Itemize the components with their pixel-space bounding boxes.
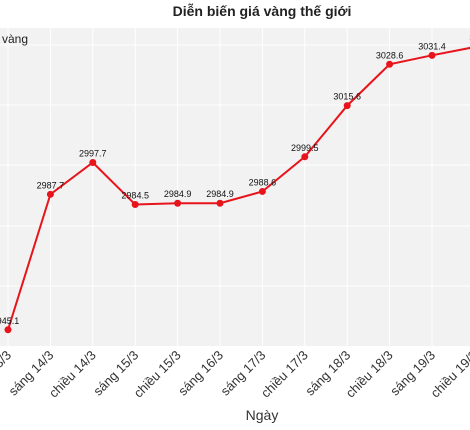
data-point <box>174 199 182 207</box>
data-label: 3015.6 <box>333 92 361 102</box>
data-point <box>216 199 224 207</box>
data-label: 2984.9 <box>206 189 234 199</box>
data-point <box>386 60 394 68</box>
data-label: 945.1 <box>0 316 19 326</box>
x-axis-label: Ngày <box>246 407 279 423</box>
data-label: 2997.7 <box>79 149 107 159</box>
data-label: 2984.9 <box>164 189 192 199</box>
data-point <box>428 51 436 59</box>
data-point <box>46 190 54 198</box>
data-point <box>301 153 309 161</box>
data-labels: 945.1 2987.7 2997.7 2984.5 2984.9 2984.9 2988.… <box>0 33 470 326</box>
data-label: 2988.6 <box>249 177 277 187</box>
plot-area <box>0 28 470 346</box>
data-label: 2984.5 <box>121 190 149 200</box>
data-point <box>131 200 139 208</box>
data-point <box>4 326 12 334</box>
x-tick-label: sáng 16/3 <box>175 348 226 399</box>
data-label: 3031.4 <box>418 41 446 51</box>
data-point <box>343 102 351 110</box>
series-line <box>7 46 470 331</box>
data-label: 2999.5 <box>291 143 319 153</box>
data-point <box>258 187 266 195</box>
chart-title: Diễn biến giá vàng thế giới <box>173 3 352 19</box>
data-label: 3028.6 <box>376 50 404 60</box>
data-label: 2987.7 <box>37 180 65 190</box>
gridlines <box>0 28 470 346</box>
series-vang <box>4 46 470 334</box>
legend-label: vàng <box>2 32 28 46</box>
data-point <box>89 159 97 167</box>
